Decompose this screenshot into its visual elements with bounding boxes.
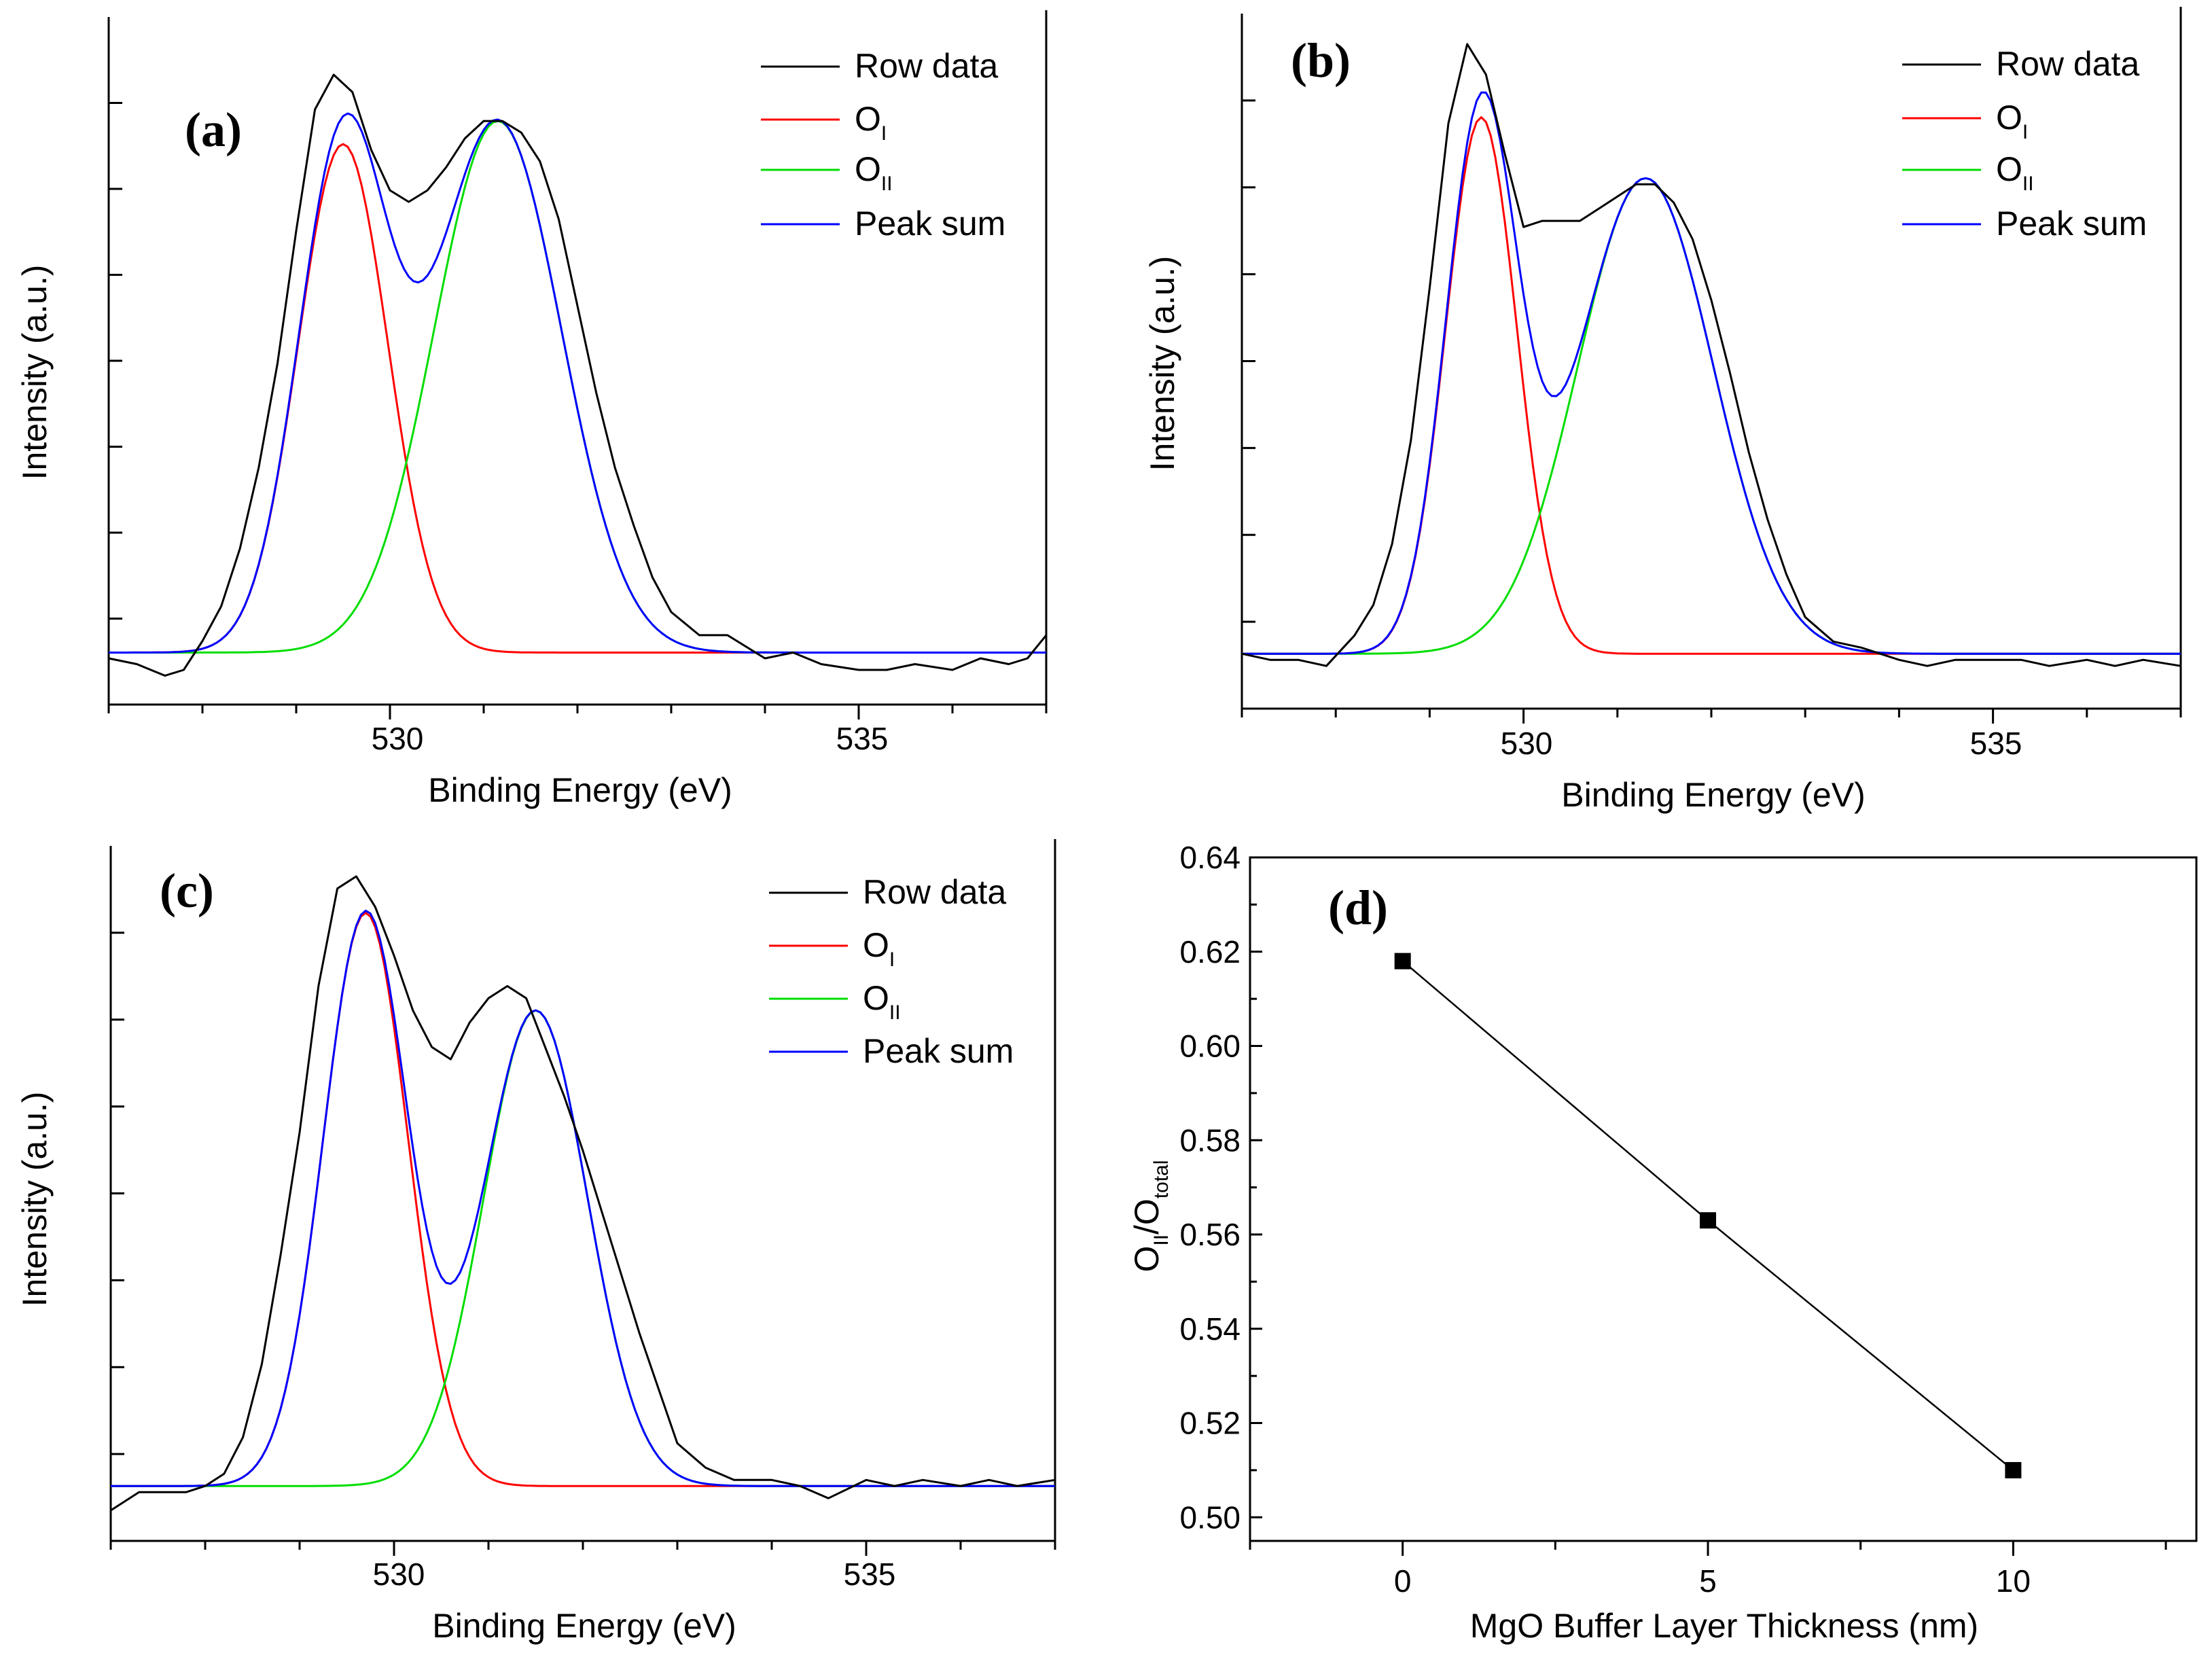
panel-d-y-tick-label: 0.52 (1179, 1406, 1241, 1441)
panel-a-xps-spectrum: (a) Binding Energy (eV) Intensity (a.u.)… (16, 10, 1048, 809)
panel-d-label: (d) (1328, 881, 1388, 935)
panel-a-x-axis-title: Binding Energy (eV) (428, 771, 732, 809)
panel-a-axes (107, 10, 1048, 706)
panel-c-legend-sum: Peak sum (863, 1032, 1014, 1070)
panel-a-label: (a) (185, 103, 242, 157)
panel-c-legend: Row data OI OII Peak sum (769, 873, 1014, 1070)
panel-b-y-axis-title: Intensity (a.u.) (1143, 256, 1181, 472)
panel-d-y-tick-label: 0.58 (1179, 1122, 1241, 1158)
panel-c-legend-raw: Row data (863, 873, 1006, 911)
panel-d-plot-area: 0.50 0.52 0.54 0.56 0.58 0.60 0.62 0.64 0 5 10 (1179, 840, 2198, 1599)
panel-d-x-tick-label: 0 (1394, 1563, 1412, 1599)
panel-a-o2-curve (109, 120, 1046, 654)
panel-b-xps-spectrum: (b) Binding Energy (eV) Intensity (a.u.)… (1143, 7, 2182, 814)
panel-a-legend: Row data OI OII Peak sum (761, 47, 1005, 243)
panel-c-x-tick-label-535: 535 (844, 1557, 896, 1592)
panel-c-y-axis-title: Intensity (a.u.) (16, 1092, 54, 1307)
panel-b-legend-raw: Row data (1996, 45, 2139, 83)
panel-c-plot-area (109, 839, 1056, 1556)
panel-c-o2-curve (111, 1009, 1055, 1487)
panel-c-label: (c) (160, 864, 214, 918)
panel-a-peak-sum-curve (109, 112, 1046, 654)
panel-b-legend-o1: OI (1996, 99, 2028, 143)
panel-c-legend-o2: OII (863, 979, 901, 1024)
panel-a-y-axis-title: Intensity (a.u.) (16, 265, 54, 480)
panel-b-x-tick-label-530: 530 (1501, 726, 1553, 761)
panel-d-x-tick-label: 10 (1996, 1563, 2031, 1599)
panel-b-o2-curve (1242, 177, 2181, 655)
panel-d-y-tick-label: 0.50 (1179, 1499, 1241, 1535)
panel-d-y-tick-label: 0.60 (1179, 1029, 1241, 1064)
panel-a-x-tick-label-530: 530 (372, 721, 424, 756)
panel-b-x-axis-title: Binding Energy (eV) (1561, 776, 1865, 814)
panel-d-y-tick-label: 0.54 (1179, 1311, 1241, 1347)
panel-a-legend-o2: OII (855, 150, 893, 195)
panel-b-plot-area (1241, 7, 2182, 724)
panel-d-data-point (2005, 1461, 2022, 1478)
panel-a-raw-data-line (108, 73, 1048, 677)
panel-b-x-tick-label-535: 535 (1970, 726, 2022, 761)
panel-d-x-axis-title: MgO Buffer Layer Thickness (nm) (1470, 1607, 1978, 1645)
panel-d-y-axis-title: OII/Ototal (1128, 1160, 1173, 1272)
panel-b-legend: Row data OI OII Peak sum (1902, 45, 2147, 243)
panel-d-data-point (1394, 953, 1411, 970)
panel-a-legend-raw: Row data (855, 47, 998, 85)
panel-d-axes-frame (1249, 856, 2198, 1542)
panel-b-peak-sum-curve (1242, 91, 2181, 655)
panel-b-label: (b) (1291, 33, 1351, 88)
panel-a-legend-sum: Peak sum (855, 205, 1005, 243)
panel-c-x-tick-label-530: 530 (373, 1557, 425, 1592)
panel-d-ratio-plot: 0.50 0.52 0.54 0.56 0.58 0.60 0.62 0.64 0 5 10 (d)… (1128, 840, 2198, 1645)
panel-b-raw-data-line (1241, 43, 2181, 667)
panel-d-data-point (1700, 1212, 1717, 1229)
panel-b-legend-sum: Peak sum (1996, 205, 2147, 243)
panel-d-x-tick-label: 5 (1699, 1563, 1717, 1599)
panel-d-y-tick-label: 0.64 (1179, 840, 1241, 875)
panel-d-y-tick-label: 0.62 (1179, 934, 1241, 970)
panel-c-raw-data-line (110, 875, 1056, 1512)
panel-c-xps-spectrum: (c) Binding Energy (eV) Intensity (a.u.)… (16, 839, 1056, 1645)
panel-a-x-tick-label-535: 535 (836, 721, 889, 756)
panel-c-axes (109, 839, 1056, 1542)
panel-c-legend-o1: OI (863, 926, 895, 971)
panel-a-legend-o1: OI (855, 100, 887, 145)
panel-b-legend-o2: OII (1996, 150, 2034, 195)
panel-c-x-axis-title: Binding Energy (eV) (432, 1607, 736, 1645)
panel-d-y-tick-label: 0.56 (1179, 1217, 1241, 1252)
panel-a-plot-area (107, 10, 1048, 719)
